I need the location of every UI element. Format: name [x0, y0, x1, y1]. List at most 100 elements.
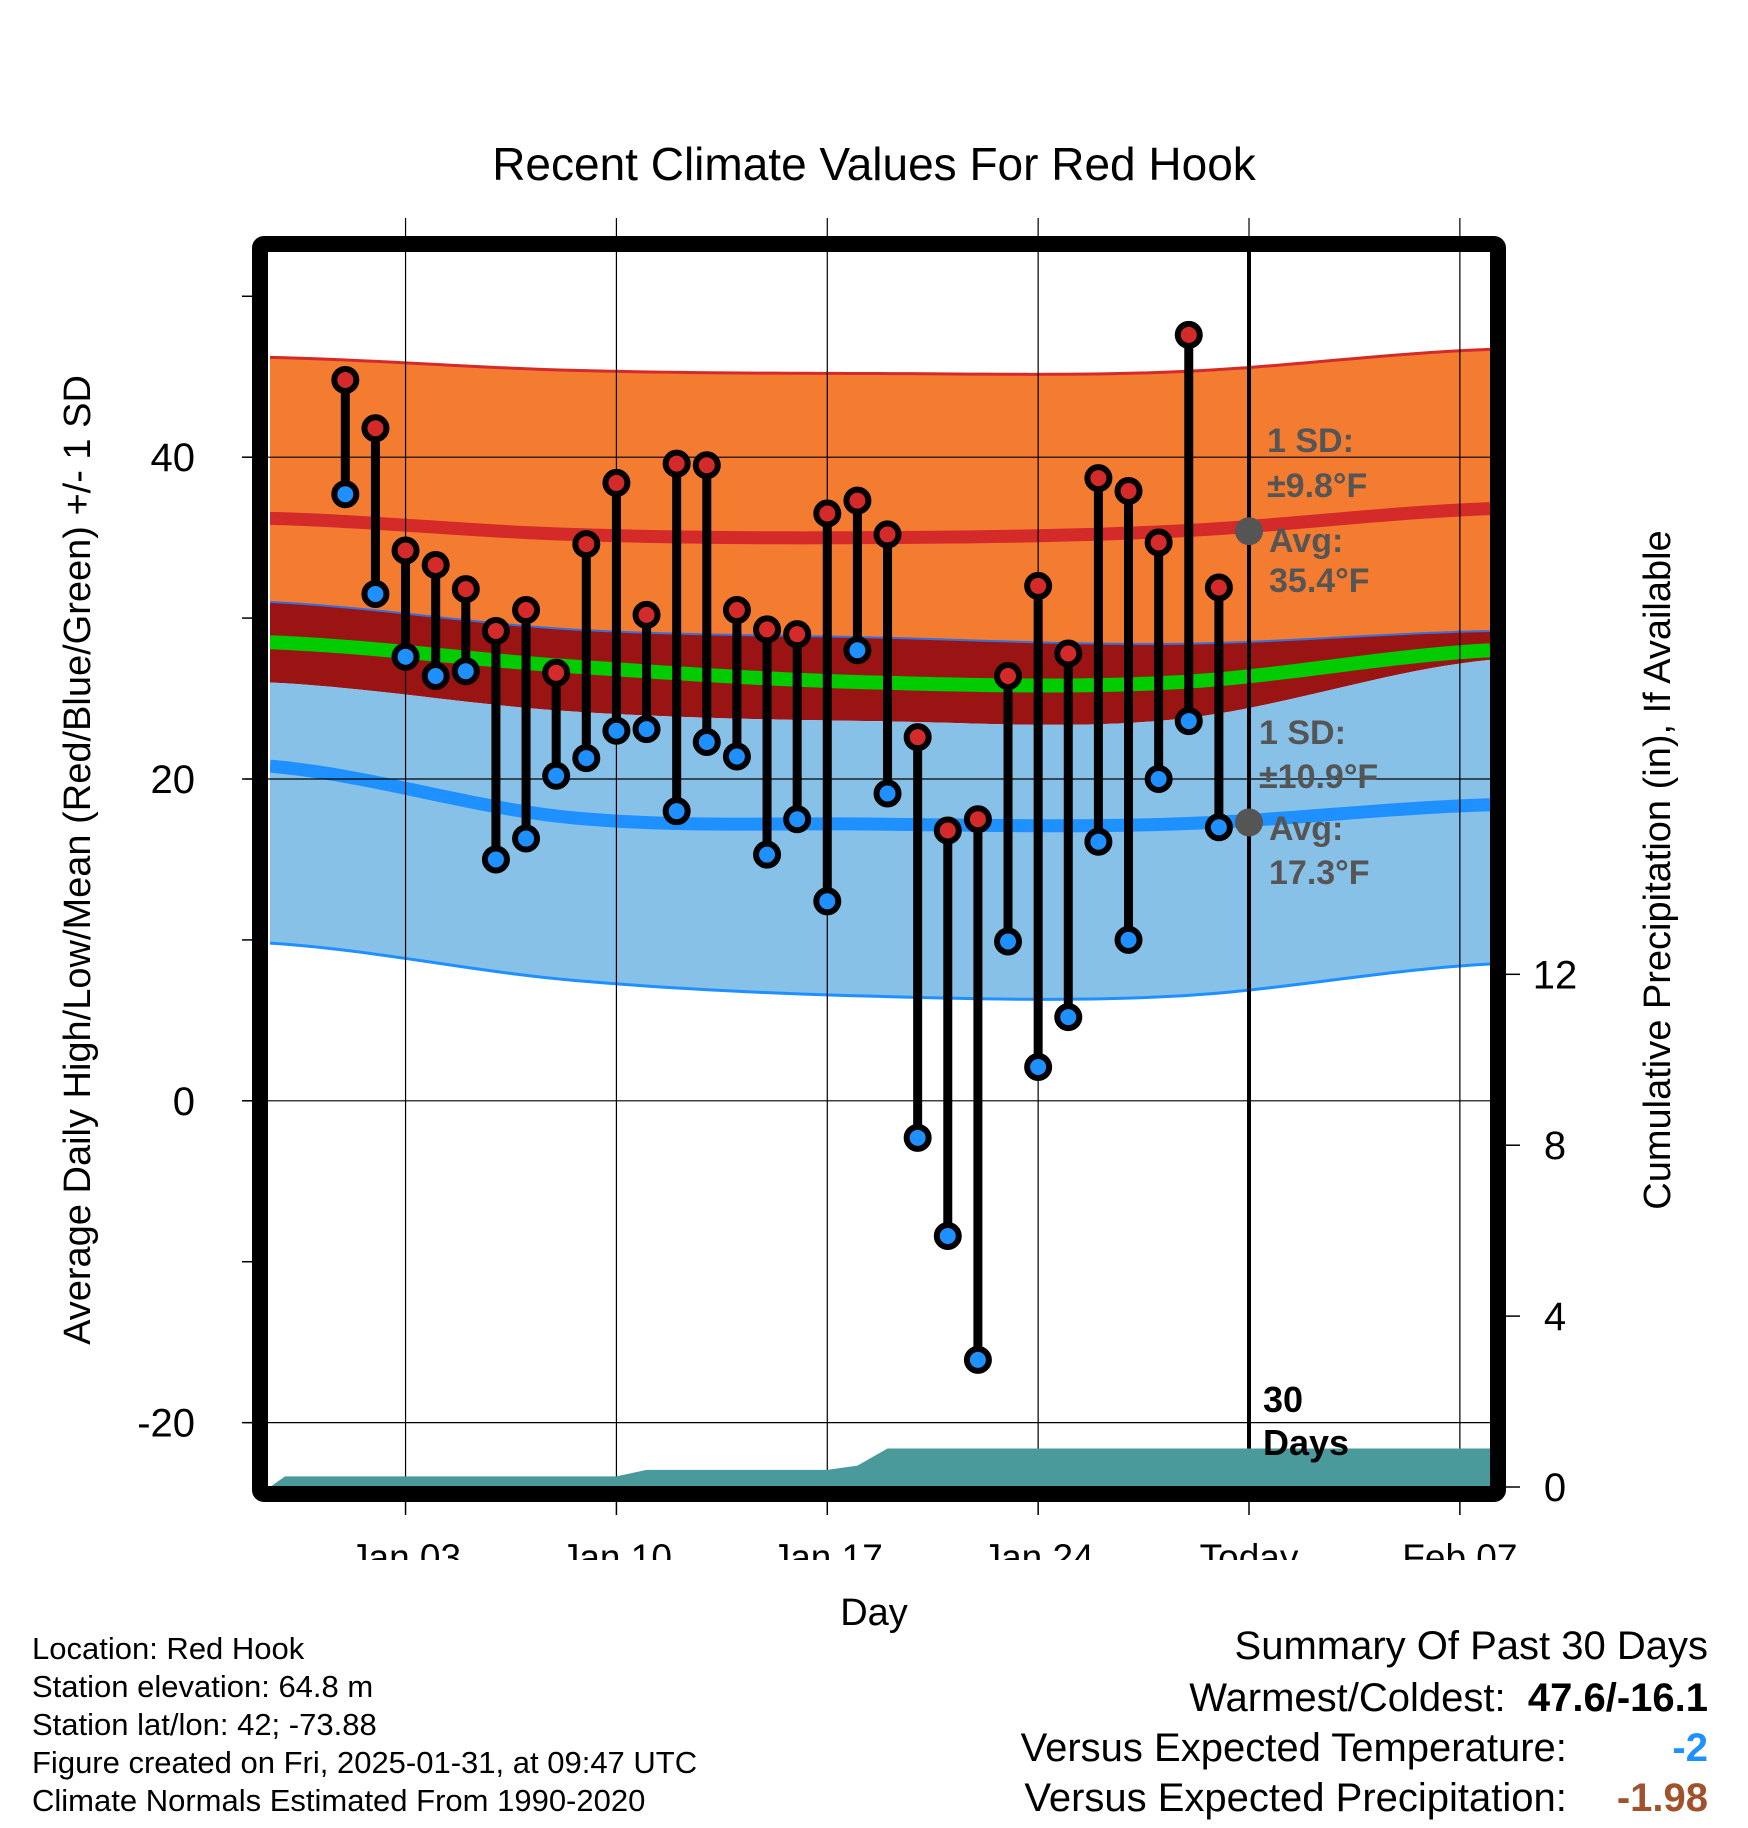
high-marker — [421, 550, 450, 579]
summary-precip: Versus Expected Precipitation: -1.98 — [1024, 1776, 1708, 1821]
low-marker — [662, 797, 691, 826]
high-marker — [1204, 573, 1233, 602]
low-marker — [933, 1221, 962, 1250]
high-marker — [572, 530, 601, 559]
low-normal-line — [270, 759, 1490, 833]
high-marker — [1174, 320, 1203, 349]
plot-frame — [252, 236, 1506, 1502]
high-marker — [933, 816, 962, 845]
low-sd-value: ±10.9°F — [1259, 758, 1378, 796]
low-marker — [512, 824, 541, 853]
low-marker — [1204, 813, 1233, 842]
low-marker — [451, 657, 480, 686]
precip-value: -1.98 — [1616, 1776, 1708, 1820]
summary-temp: Versus Expected Temperature: -2 — [1021, 1726, 1708, 1771]
low-marker — [1024, 1053, 1053, 1082]
axes: Jan 03 Jan 10 Jan 17 Jan 24 Today Feb 07 -20 0 2… — [137, 295, 1578, 1560]
low-marker — [1114, 925, 1143, 954]
x-tick-label: Feb 07 — [1402, 1537, 1517, 1560]
precip-label: Versus Expected Precipitation: — [1024, 1776, 1567, 1820]
high-marker — [662, 449, 691, 478]
summary-title: Summary Of Past 30 Days — [1234, 1624, 1708, 1668]
low-marker — [542, 761, 571, 790]
y-tick-label: 0 — [173, 1080, 195, 1124]
low-avg-value: 17.3°F — [1269, 854, 1370, 892]
info-normals: Climate Normals Estimated From 1990-2020 — [32, 1783, 646, 1818]
high-marker — [542, 658, 571, 687]
y-tick-label: 20 — [151, 758, 196, 802]
low-marker — [692, 727, 721, 756]
high-marker — [994, 662, 1023, 691]
temp-value: -2 — [1672, 1726, 1708, 1770]
high-marker — [1024, 571, 1053, 600]
low-avg-point — [1235, 808, 1264, 837]
low-marker — [903, 1123, 932, 1152]
high-avg-label: Avg: — [1269, 522, 1343, 560]
x-tick-label: Jan 24 — [983, 1537, 1094, 1560]
low-marker — [722, 742, 751, 771]
high-marker — [1144, 528, 1173, 557]
high-marker — [361, 414, 390, 443]
grid — [245, 218, 1490, 1487]
summary-warm-cold: Warmest/Coldest: 47.6/-16.1 — [1189, 1676, 1708, 1721]
high-marker — [331, 365, 360, 394]
y2-tick-label: 12 — [1533, 953, 1578, 997]
low-marker — [632, 715, 661, 744]
high-marker — [1054, 639, 1083, 668]
high-marker — [391, 536, 420, 565]
y2-tick-label: 4 — [1544, 1295, 1566, 1339]
low-marker — [813, 887, 842, 916]
high-marker — [451, 575, 480, 604]
high-avg-value: 35.4°F — [1269, 562, 1370, 600]
high-avg-point — [1235, 517, 1264, 546]
low-marker — [1054, 1003, 1083, 1032]
frame-border — [252, 236, 1506, 1502]
low-marker — [421, 662, 450, 691]
warm-cold-value: 47.6/-16.1 — [1527, 1676, 1708, 1720]
high-marker — [632, 600, 661, 629]
high-marker — [1114, 476, 1143, 505]
high-marker — [481, 616, 510, 645]
info-created: Figure created on Fri, 2025-01-31, at 09… — [32, 1745, 698, 1780]
high-marker — [722, 596, 751, 625]
y2-tick-label: 8 — [1544, 1124, 1566, 1168]
x-tick-label: Jan 17 — [772, 1537, 883, 1560]
info-latlon: Station lat/lon: 42; -73.88 — [32, 1707, 377, 1742]
low-marker — [1144, 765, 1173, 793]
x-tick-label: Jan 03 — [350, 1537, 461, 1560]
window-label-days-count: 30 — [1263, 1379, 1303, 1420]
low-marker — [1174, 707, 1203, 736]
low-marker — [391, 642, 420, 671]
y-tick-label: -20 — [137, 1402, 195, 1446]
warm-cold-label: Warmest/Coldest: — [1189, 1676, 1506, 1720]
high-sd-label: 1 SD: — [1267, 422, 1354, 460]
x-axis-title: Day — [840, 1592, 908, 1634]
high-marker — [753, 615, 782, 644]
high-marker — [903, 723, 932, 752]
high-upper-edge — [270, 347, 1490, 376]
precip-layer — [270, 1448, 1490, 1487]
high-lower-edge — [270, 601, 1490, 645]
daily-series — [331, 320, 1233, 1374]
high-marker — [783, 620, 812, 649]
x-tick-label: Today — [1200, 1537, 1299, 1560]
high-marker — [963, 805, 992, 834]
precip-area — [270, 1448, 1490, 1487]
low-sd-label: 1 SD: — [1259, 714, 1346, 752]
high-marker — [813, 499, 842, 528]
y2-tick-label: 0 — [1544, 1466, 1566, 1510]
low-marker — [753, 840, 782, 869]
station-info: Location: Red Hook Station elevation: 64… — [32, 1630, 697, 1820]
x-tick-label: Jan 10 — [561, 1537, 672, 1560]
high-marker — [873, 520, 902, 549]
low-marker — [873, 779, 902, 808]
temp-label: Versus Expected Temperature: — [1020, 1726, 1567, 1770]
low-avg-label: Avg: — [1269, 810, 1343, 848]
low-marker — [843, 636, 872, 665]
high-marker — [602, 468, 631, 497]
climate-chart: Recent Climate Values For Red Hook Jan 0… — [137, 138, 1578, 1560]
low-marker — [331, 480, 360, 509]
low-marker — [602, 716, 631, 745]
chart-title: Recent Climate Values For Red Hook — [492, 138, 1257, 190]
